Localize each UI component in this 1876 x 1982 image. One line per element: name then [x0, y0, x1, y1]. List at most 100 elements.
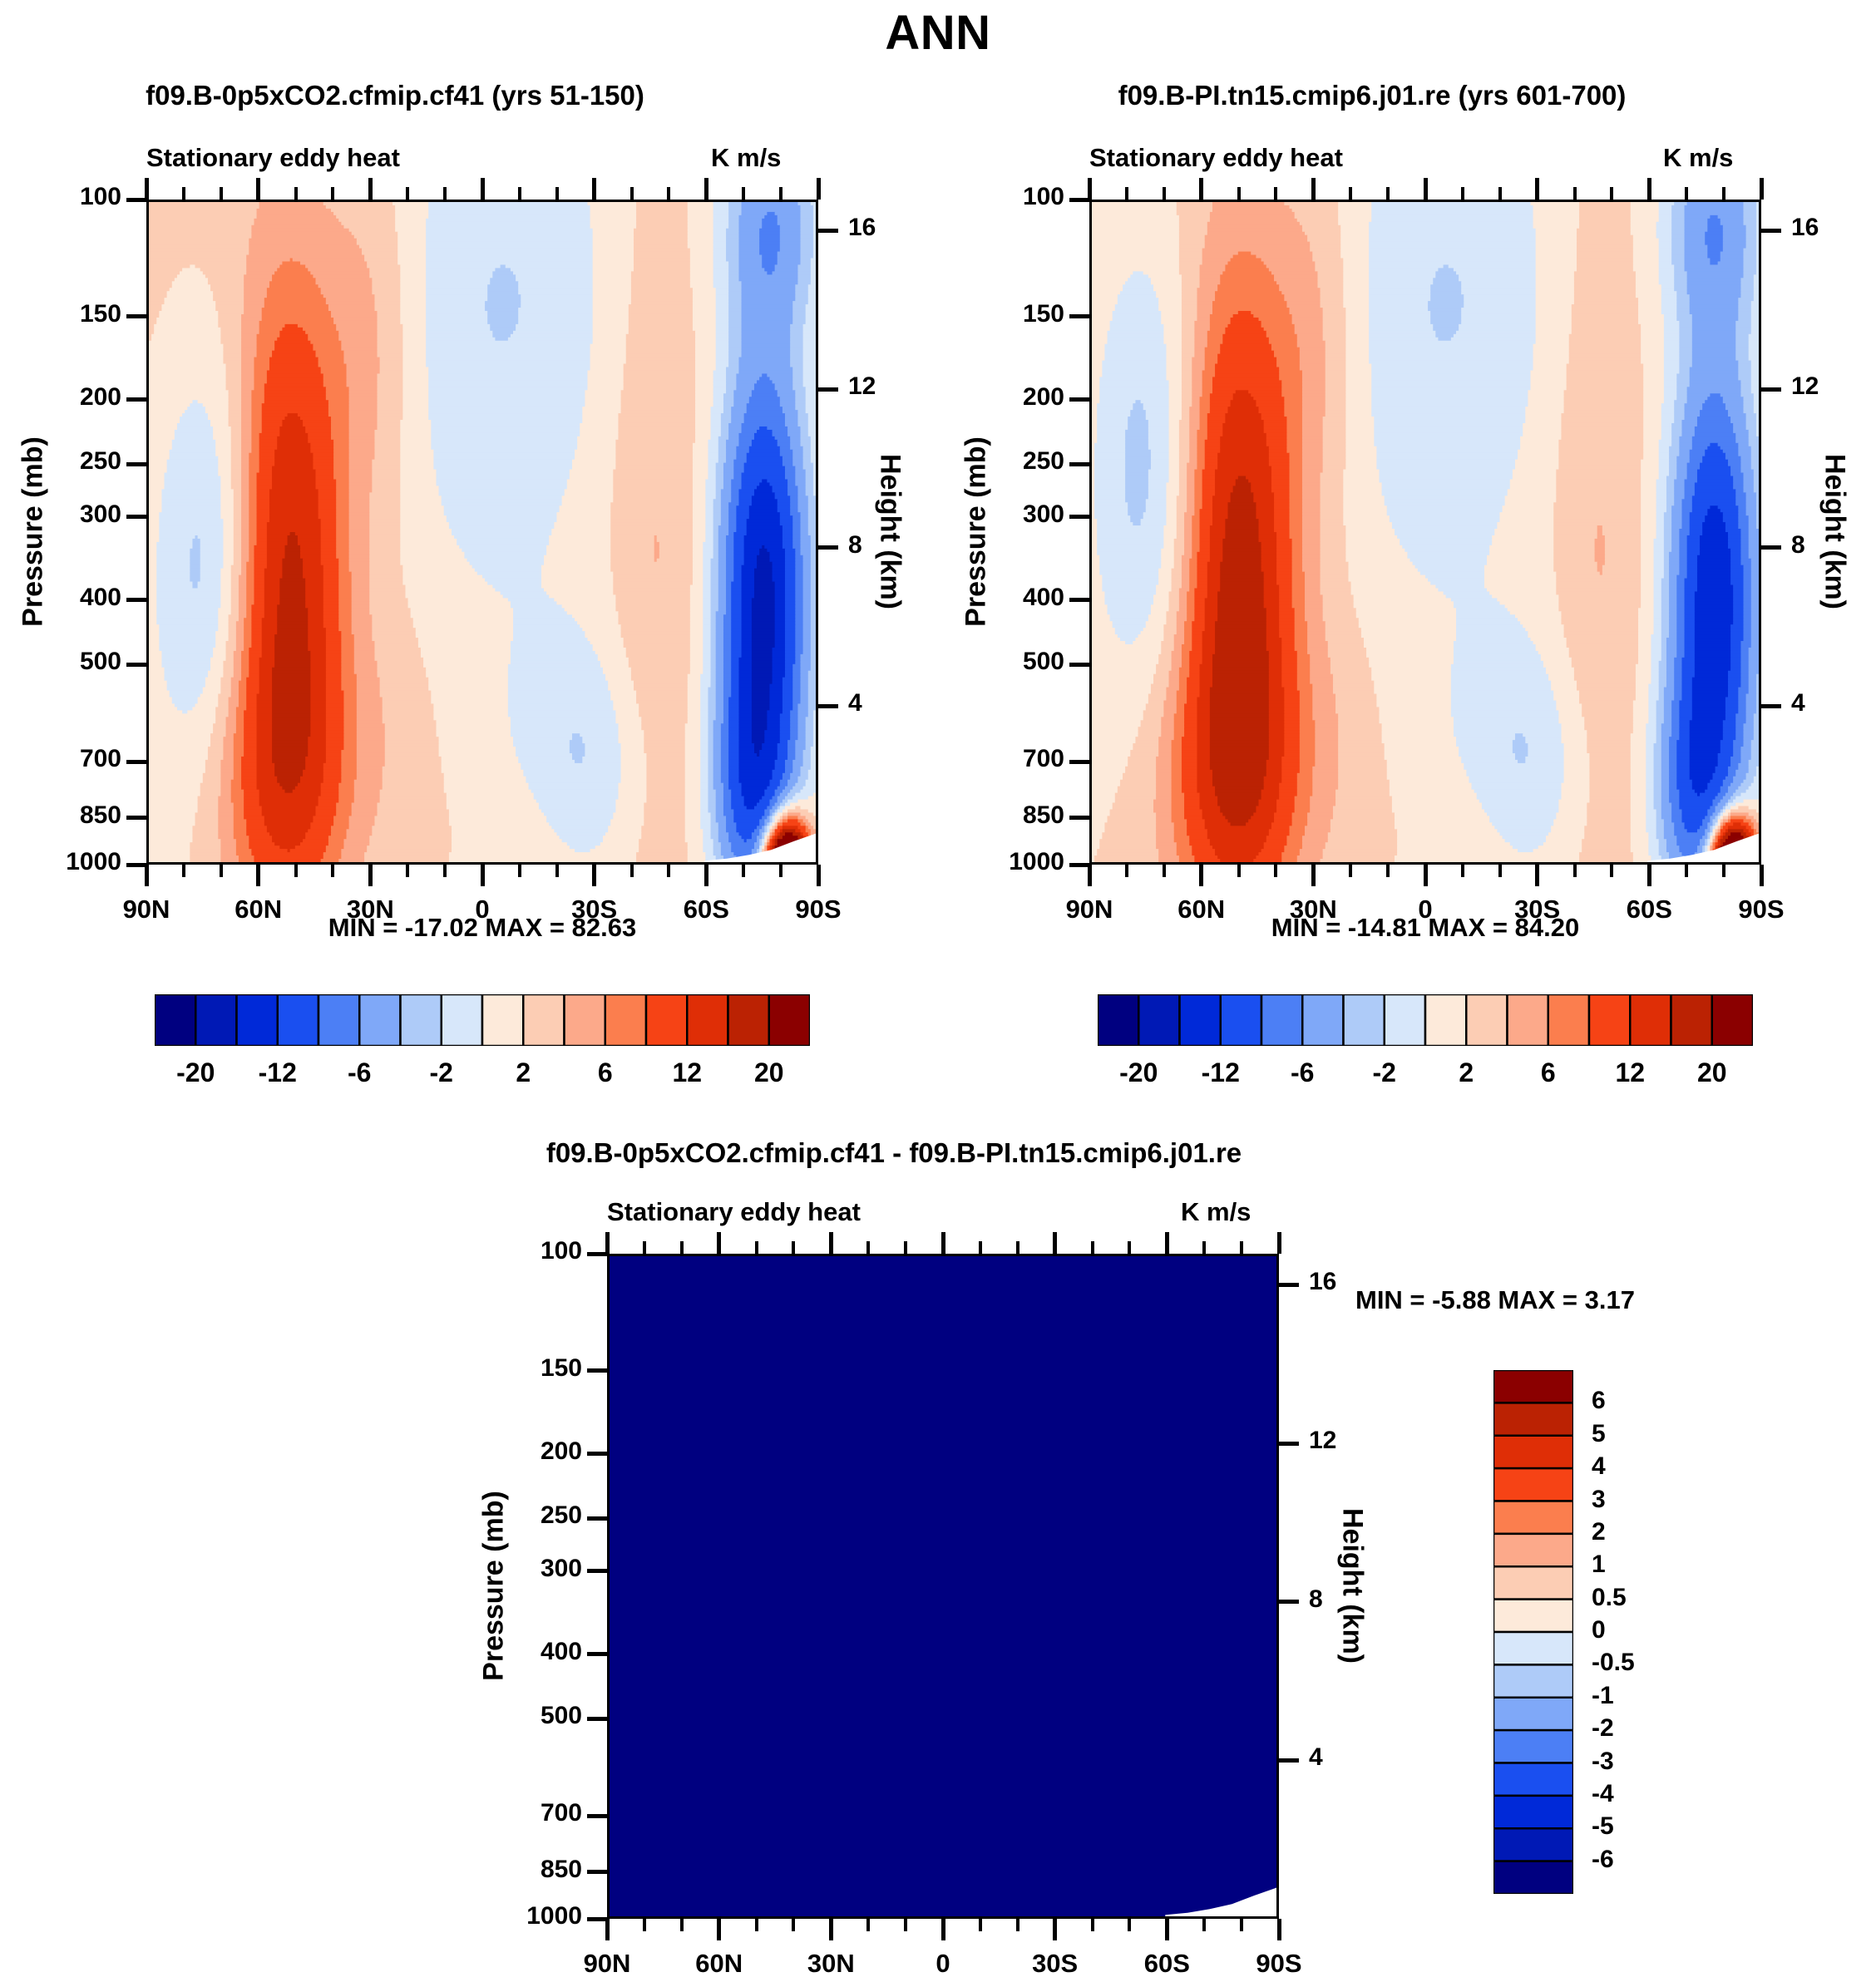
diff-colorbar-label: 1 — [1592, 1551, 1606, 1579]
panel-top-right-title: f09.B-PI.tn15.cmip6.j01.re (yrs 601-700) — [1118, 80, 1627, 111]
top-left-top-tick — [443, 187, 447, 200]
diff-top-tick — [717, 1232, 722, 1254]
plot-area-top-left[interactable] — [146, 200, 818, 865]
diff-pressure-tick — [587, 1916, 607, 1921]
top-right-lat-tick-label: 0 — [1418, 895, 1433, 924]
diff-lat-tick — [828, 1919, 833, 1940]
top-left-pressure-tick-label: 100 — [79, 183, 121, 210]
diff-lat-minor-tick — [978, 1919, 982, 1931]
top-left-top-tick — [779, 187, 783, 200]
top-left-colorbar-label: -6 — [348, 1058, 372, 1087]
top-left-pressure-tick — [126, 397, 146, 402]
colorbar-swatch — [1138, 994, 1181, 1046]
top-left-lat-minor-tick — [742, 865, 746, 877]
top-right-height-tick-label: 4 — [1791, 689, 1805, 717]
colorbar-diff[interactable] — [1493, 1370, 1573, 1894]
top-left-lat-tick-label: 30S — [571, 895, 618, 924]
diff-lat-tick-label: 60N — [695, 1949, 743, 1978]
top-right-height-tick — [1761, 228, 1781, 233]
top-right-top-tick — [1237, 187, 1241, 200]
colorbar-swatch — [727, 994, 770, 1046]
diff-top-tick — [904, 1241, 908, 1254]
diff-colorbar-label: -6 — [1592, 1845, 1614, 1873]
diff-top-tick — [1240, 1241, 1244, 1254]
diff-top-tick — [1053, 1232, 1058, 1254]
top-right-height-tick-label: 16 — [1791, 214, 1819, 242]
top-left-height-tick — [818, 703, 838, 708]
diff-colorbar-label: 0.5 — [1592, 1583, 1627, 1611]
colorbar-top-left[interactable] — [155, 994, 810, 1046]
top-right-top-tick — [1199, 178, 1204, 200]
diff-lat-tick — [1053, 1919, 1058, 1940]
top-left-height-tick-label: 12 — [848, 372, 876, 401]
colorbar-top-right[interactable] — [1098, 994, 1753, 1046]
top-right-lat-tick-label: 60N — [1177, 895, 1226, 924]
top-right-lat-tick-label: 30S — [1514, 895, 1561, 924]
colorbar-swatch — [1493, 1664, 1573, 1699]
top-right-pressure-tick-label: 850 — [1022, 801, 1064, 829]
top-left-lat-tick-label: 0 — [475, 895, 490, 924]
diff-colorbar-label: -0.5 — [1592, 1649, 1635, 1677]
top-right-colorbar-label: 12 — [1615, 1058, 1646, 1087]
top-left-top-tick — [331, 187, 335, 200]
diff-pressure-tick-label: 150 — [540, 1353, 582, 1382]
top-left-pressure-tick — [126, 862, 146, 867]
top-left-lat-tick-label: 30N — [346, 895, 394, 924]
top-right-lat-minor-tick — [1386, 865, 1390, 877]
top-left-pressure-tick-label: 1000 — [66, 848, 121, 875]
diff-lat-minor-tick — [1015, 1919, 1019, 1931]
diff-colorbar-label: -2 — [1592, 1714, 1614, 1743]
colorbar-swatch — [1465, 994, 1508, 1046]
top-right-height-tick-label: 8 — [1791, 530, 1805, 559]
diff-top-tick — [605, 1232, 610, 1254]
diff-pressure-tick — [587, 1452, 607, 1457]
colorbar-swatch — [1493, 1762, 1573, 1797]
top-left-pressure-tick — [126, 314, 146, 319]
diff-top-tick — [1202, 1241, 1207, 1254]
colorbar-swatch — [1547, 994, 1591, 1046]
colorbar-swatch — [686, 994, 729, 1046]
top-left-lat-tick — [704, 865, 708, 886]
top-right-top-tick — [1610, 187, 1614, 200]
top-left-top-tick — [181, 187, 185, 200]
top-left-top-tick — [144, 178, 149, 200]
top-right-top-tick — [1498, 187, 1502, 200]
top-left-top-tick — [480, 178, 485, 200]
colorbar-swatch — [768, 994, 810, 1046]
top-right-top-tick — [1124, 187, 1128, 200]
top-left-pressure-tick-label: 150 — [79, 299, 121, 328]
diff-lat-tick — [717, 1919, 722, 1940]
plot-area-diff[interactable] — [607, 1254, 1279, 1919]
panel-top-right-subtitle: Stationary eddy heat — [1089, 143, 1343, 172]
colorbar-swatch — [195, 994, 238, 1046]
top-right-pressure-tick — [1069, 862, 1089, 867]
top-right-colorbar-label: -2 — [1372, 1058, 1396, 1087]
diff-top-tick — [978, 1241, 982, 1254]
diff-lat-minor-tick — [754, 1919, 758, 1931]
colorbar-swatch — [1493, 1728, 1573, 1764]
top-left-top-tick — [294, 187, 298, 200]
top-right-top-tick — [1349, 187, 1353, 200]
diff-pressure-tick — [587, 1368, 607, 1373]
diff-lat-minor-tick — [1128, 1919, 1132, 1931]
diff-height-tick — [1279, 1600, 1299, 1605]
top-right-pressure-tick-label: 100 — [1022, 183, 1064, 210]
top-left-top-tick — [368, 178, 373, 200]
top-right-pressure-tick — [1069, 314, 1089, 319]
diff-lat-tick-label: 90N — [583, 1949, 631, 1978]
top-right-pressure-tick-label: 700 — [1022, 745, 1064, 773]
diff-colorbar-label: -1 — [1592, 1681, 1614, 1709]
top-right-lat-tick — [1759, 865, 1764, 886]
top-left-top-tick — [667, 187, 671, 200]
top-right-pressure-tick — [1069, 197, 1089, 202]
top-right-lat-minor-tick — [1274, 865, 1278, 877]
top-right-top-tick — [1646, 178, 1651, 200]
top-right-lat-tick-label: 90S — [1738, 895, 1785, 924]
top-right-lat-tick — [1311, 865, 1316, 886]
top-left-top-tick — [629, 187, 634, 200]
plot-area-top-right[interactable] — [1089, 200, 1761, 865]
top-left-lat-tick — [592, 865, 597, 886]
top-left-colorbar-label: -20 — [176, 1058, 215, 1087]
top-right-height-tick — [1761, 387, 1781, 392]
